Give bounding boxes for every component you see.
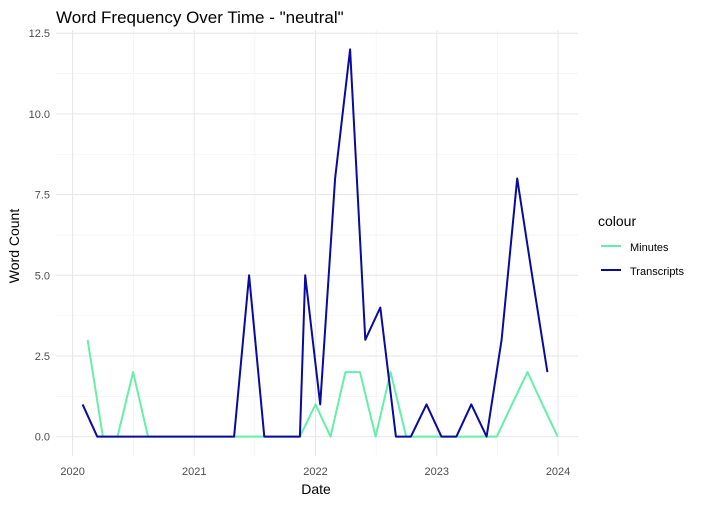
series-lines bbox=[81, 48, 559, 438]
series-line-minutes bbox=[86, 339, 559, 438]
y-tick-label: 0.0 bbox=[35, 432, 50, 444]
grid-minor bbox=[56, 30, 578, 456]
y-axis-title: Word Count bbox=[6, 209, 22, 284]
y-tick-label: 12.5 bbox=[29, 28, 50, 40]
series-line-transcripts bbox=[81, 48, 549, 438]
legend-label-transcripts: Transcripts bbox=[630, 266, 684, 278]
legend-label-minutes: Minutes bbox=[630, 242, 669, 254]
x-tick-label: 2024 bbox=[546, 466, 570, 478]
y-tick-label: 2.5 bbox=[35, 351, 50, 363]
y-tick-label: 7.5 bbox=[35, 190, 50, 202]
x-axis-ticks: 2020 2021 2022 2023 2024 bbox=[60, 466, 570, 478]
y-tick-label: 10.0 bbox=[29, 109, 50, 121]
x-tick-label: 2021 bbox=[182, 466, 206, 478]
x-tick-label: 2023 bbox=[425, 466, 449, 478]
x-tick-label: 2020 bbox=[60, 466, 84, 478]
legend: colour Minutes Transcripts bbox=[598, 213, 684, 278]
plot-panel bbox=[56, 30, 578, 456]
x-axis-title: Date bbox=[301, 481, 331, 497]
legend-title: colour bbox=[598, 213, 636, 229]
x-tick-label: 2022 bbox=[303, 466, 327, 478]
y-axis-ticks: 0.0 2.5 5.0 7.5 10.0 12.5 bbox=[29, 28, 50, 443]
grid-major bbox=[56, 30, 578, 456]
chart-title: Word Frequency Over Time - "neutral" bbox=[56, 8, 344, 27]
y-tick-label: 5.0 bbox=[35, 270, 50, 282]
